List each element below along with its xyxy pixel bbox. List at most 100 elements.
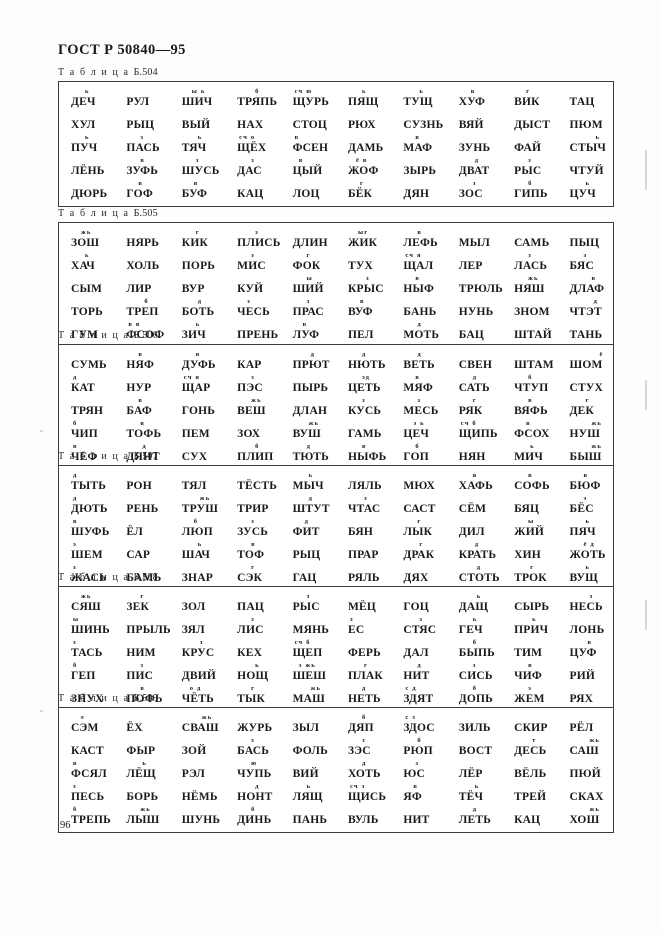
syllable-superscript: ь xyxy=(585,518,591,525)
table-caption-prefix: Т а б л и ц а xyxy=(58,67,130,78)
syllable-cell: з СИСЬ xyxy=(447,661,502,684)
syllable-cell: ВУР xyxy=(170,274,225,297)
syllable-word: КАЦ xyxy=(237,188,264,200)
syllable-cell: ВЁЛЬ xyxy=(502,759,557,782)
syllable-word: РЮП xyxy=(403,745,433,757)
syllable-cell: ПОРЬ xyxy=(170,251,225,274)
syllable-word: ДЯП xyxy=(347,722,374,734)
syllable-superscript: с з xyxy=(405,714,417,721)
syllable-cell: ТАЦ xyxy=(558,87,613,110)
syllable-word: БЯЦ xyxy=(514,503,540,515)
syllable-cell: з ДАС xyxy=(225,156,280,179)
syllable-cell: ХОЛЬ xyxy=(114,251,169,274)
syllable-cell: з ЕС xyxy=(336,615,391,638)
syllable-superscript: ыг xyxy=(357,229,369,236)
syllable-superscript: жь xyxy=(201,714,213,721)
syllable-superscript: в xyxy=(140,157,146,164)
syllable-word: МЫЧ xyxy=(292,480,324,492)
syllable-word: ЖОТЬ xyxy=(569,549,606,561)
syllable-cell: э ЖЕМ xyxy=(502,684,557,707)
syllable-cell: ы ЖИЙ xyxy=(502,517,557,540)
syllable-superscript: ь xyxy=(85,252,90,259)
syllable-word: БЫШ xyxy=(569,451,602,463)
syllable-table-b506: СУМЬ в НЯФ в ДУФЬ КАР д ПРЮТ д НЮТЬ д ВЕТЬ СВЕН ШТАМ ё… xyxy=(58,344,614,470)
table-caption-prefix: Т а б л и ц а xyxy=(58,330,130,341)
table-caption-b508: Т а б л и ц а Б.508 xyxy=(58,572,614,583)
syllable-word: ЛЕР xyxy=(458,260,483,272)
syllable-cell: з СТЯС xyxy=(391,615,446,638)
syllable-word: САР xyxy=(126,549,151,561)
syllable-superscript: в xyxy=(140,420,146,427)
syllable-cell: з ЖАСЬ xyxy=(59,563,114,586)
syllable-superscript: в xyxy=(302,321,308,328)
syllable-word: ПРАР xyxy=(347,549,379,561)
syllable-word: КАЦ xyxy=(514,814,541,826)
syllable-word: ХОШ xyxy=(569,814,600,826)
syllable-word: БЁК xyxy=(347,188,373,200)
syllable-superscript: в xyxy=(73,760,78,767)
syllable-cell: ТРИР xyxy=(225,494,280,517)
syllable-superscript: б xyxy=(472,685,478,692)
syllable-superscript: в xyxy=(193,180,199,187)
syllable-cell: г ПЛАК xyxy=(336,661,391,684)
syllable-cell: д ЧТЭТ xyxy=(558,297,613,320)
syllable-cell: д ДВАТ xyxy=(447,156,502,179)
syllable-word: РУЛ xyxy=(126,96,150,108)
syllable-cell: жь ТРУШ xyxy=(170,494,225,517)
syllable-word: БОТЬ xyxy=(181,306,215,318)
syllable-cell: г ТЫК xyxy=(225,684,280,707)
syllable-superscript: ь xyxy=(530,443,535,450)
syllable-superscript: г xyxy=(251,685,256,692)
syllable-word: РЮХ xyxy=(347,119,376,131)
syllable-cell: в ТОФ xyxy=(225,540,280,563)
syllable-superscript: г xyxy=(195,229,200,236)
syllable-cell: ь ЛЁЩ xyxy=(114,759,169,782)
syllable-superscript: в xyxy=(413,783,419,790)
syllable-cell: МЮХ xyxy=(391,471,446,494)
syllable-cell: б ЧТУП xyxy=(502,373,557,396)
syllable-cell: САМЬ xyxy=(502,228,557,251)
syllable-superscript: з xyxy=(195,157,200,164)
syllable-cell: ДАМЬ xyxy=(336,133,391,156)
syllable-word: ПИС xyxy=(126,670,154,682)
syllable-word: НЯФ xyxy=(126,359,155,371)
syllable-cell: д ДЯНТ xyxy=(114,442,169,465)
syllable-word: КАТ xyxy=(71,382,95,394)
syllable-word: ЗОЛ xyxy=(181,601,206,613)
syllable-superscript: з xyxy=(251,518,255,525)
syllable-word: МАШ xyxy=(292,693,325,705)
syllable-cell: БАНЬ xyxy=(391,297,446,320)
syllable-cell: з РЫС xyxy=(281,592,336,615)
syllable-word: НЕСЬ xyxy=(569,601,603,613)
syllable-superscript: з xyxy=(528,157,532,164)
syllable-word: ШИЙ xyxy=(292,283,324,295)
syllable-word: ПЮЙ xyxy=(569,768,601,780)
syllable-word: ХАЧ xyxy=(71,260,95,272)
syllable-word: СТОТЬ xyxy=(458,572,500,584)
syllable-word: ВЯЙ xyxy=(458,119,484,131)
syllable-cell: в ГОФ xyxy=(114,179,169,202)
syllable-word: ЛЕФЬ xyxy=(403,237,438,249)
syllable-superscript: з xyxy=(365,275,370,282)
syllable-cell: СУМЬ xyxy=(59,350,114,373)
syllable-superscript: д xyxy=(361,685,367,692)
syllable-word: ФИТ xyxy=(292,526,320,538)
syllable-cell: ДЛАН xyxy=(281,396,336,419)
syllable-cell: в МЯФ xyxy=(391,373,446,396)
syllable-cell: г ДРАК xyxy=(391,540,446,563)
syllable-word: ЛИР xyxy=(126,283,152,295)
table-row: б ЧИП в ТОФЬ ПЕМ ЗОХ жь ВУШ ГАМЬ э ь ЦЕЧ сч б ЩИПЬ в Ф… xyxy=(59,419,613,442)
syllable-cell: ПЮЙ xyxy=(558,759,613,782)
syllable-cell: ь ЗИЧ xyxy=(170,320,225,343)
syllable-cell: ВЫЙ xyxy=(170,110,225,133)
syllable-superscript: ь xyxy=(476,593,482,600)
syllable-word: ЛАСЬ xyxy=(514,260,548,272)
syllable-word: СЭК xyxy=(237,572,263,584)
syllable-cell: б ТРЕП xyxy=(114,297,169,320)
syllable-word: СУХ xyxy=(181,451,208,463)
syllable-word: ВЯФЬ xyxy=(514,405,548,417)
syllable-cell: РЭЛ xyxy=(170,759,225,782)
syllable-cell: жь ВУШ xyxy=(281,419,336,442)
syllable-superscript: з xyxy=(363,495,368,502)
syllable-word: ЗЫРЬ xyxy=(403,165,437,177)
